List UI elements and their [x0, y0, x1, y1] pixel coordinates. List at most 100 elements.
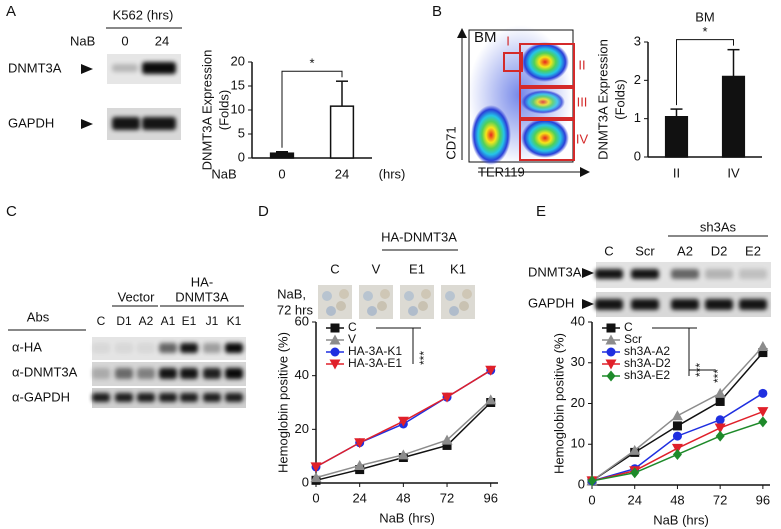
x-axis-label: NaB (hrs) [653, 512, 709, 527]
x-tick-label: 72 [713, 492, 727, 507]
data-point [629, 444, 641, 455]
legend-marker [330, 347, 340, 357]
flow-gate [519, 119, 575, 161]
image-row-label: 72 hrs [277, 302, 314, 317]
significance: * [702, 24, 707, 39]
lane-label: A2 [677, 243, 693, 258]
band [180, 393, 198, 402]
legend-marker [330, 323, 340, 333]
arrow-head [580, 167, 590, 177]
band [92, 343, 110, 353]
y-tick-label: 0 [238, 149, 245, 164]
x-tick-label: 48 [670, 492, 684, 507]
gate-label: III [577, 94, 588, 109]
group-label: DNMT3A [175, 289, 229, 304]
band [137, 393, 155, 402]
data-point [354, 460, 366, 471]
y-tick-label: 2 [634, 72, 641, 87]
data-point [630, 467, 640, 479]
flow-gate [519, 87, 575, 119]
flow-gate [503, 52, 523, 72]
lane-label: A1 [161, 314, 176, 328]
series-line [315, 399, 492, 479]
data-point [310, 462, 322, 473]
flow-label: BM [474, 29, 497, 46]
band [159, 368, 177, 379]
data-point [715, 430, 725, 442]
cell [459, 301, 469, 311]
data-point [757, 407, 769, 418]
panel-letter: B [432, 3, 442, 20]
row-arrow [582, 299, 594, 309]
data-point [671, 443, 683, 454]
gate-label: IV [576, 131, 589, 146]
data-point [714, 387, 726, 398]
bar [721, 75, 746, 158]
y-tick-label: 40 [571, 313, 585, 328]
data-point [672, 448, 682, 460]
y-tick-label: 0 [578, 476, 585, 491]
image-label: C [330, 261, 339, 276]
lane-label: Scr [635, 243, 655, 258]
cell [449, 306, 459, 316]
legend-marker [606, 370, 616, 382]
significance: *** [711, 369, 725, 383]
x-tick-label: 24 [627, 492, 641, 507]
band [225, 343, 243, 353]
y-tick-label: 20 [231, 53, 245, 68]
data-point [442, 440, 452, 450]
blot-row-label: DNMT3A [8, 60, 62, 75]
data-point [758, 416, 768, 428]
lane-label: C [97, 314, 106, 328]
arrow-head [457, 28, 467, 38]
data-point [715, 396, 725, 406]
data-point [485, 394, 497, 405]
legend-label: sh3A-D2 [624, 356, 671, 370]
band [705, 269, 733, 279]
flow-population [471, 105, 511, 165]
data-point [671, 410, 683, 421]
cell [380, 289, 390, 299]
band [159, 343, 177, 353]
flow-population [521, 118, 569, 158]
blot-row-label: GAPDH [8, 115, 54, 130]
data-point [587, 475, 597, 487]
chart-title: BM [695, 9, 715, 24]
lane-label: 0 [121, 33, 128, 48]
band [142, 117, 176, 130]
band [705, 299, 733, 310]
data-point [672, 431, 682, 441]
band [203, 343, 221, 353]
data-point [485, 365, 497, 376]
lane-label: D1 [116, 314, 132, 328]
image-label: E1 [409, 261, 425, 276]
panel-letter: C [6, 203, 17, 220]
legend-label: sh3A-A2 [624, 344, 670, 358]
data-point [758, 388, 768, 398]
x-tick-label: 0 [312, 490, 319, 505]
x-tick-label: 48 [396, 490, 410, 505]
band [115, 343, 133, 353]
y-axis-label: (Folds) [612, 79, 627, 119]
legend-label: sh3A-E2 [624, 368, 670, 382]
band [92, 393, 110, 402]
data-point [758, 348, 768, 358]
y-tick-label: 10 [571, 436, 585, 451]
band [203, 368, 221, 379]
image-row-label: NaB, [277, 286, 306, 301]
band [595, 299, 623, 310]
panel-letter: A [6, 3, 16, 20]
y-tick-label: 20 [571, 395, 585, 410]
blot-row-label: NaB [70, 33, 95, 48]
data-point [397, 416, 409, 427]
cell [339, 289, 349, 299]
band [115, 393, 133, 402]
group-label: sh3As [700, 219, 737, 234]
legend-label: Scr [624, 332, 642, 346]
blot-row-label: GAPDH [528, 295, 574, 310]
data-point [441, 434, 453, 445]
cell [445, 291, 455, 301]
row-arrow [582, 268, 594, 278]
cell [367, 306, 377, 316]
legend-label: V [348, 332, 356, 346]
